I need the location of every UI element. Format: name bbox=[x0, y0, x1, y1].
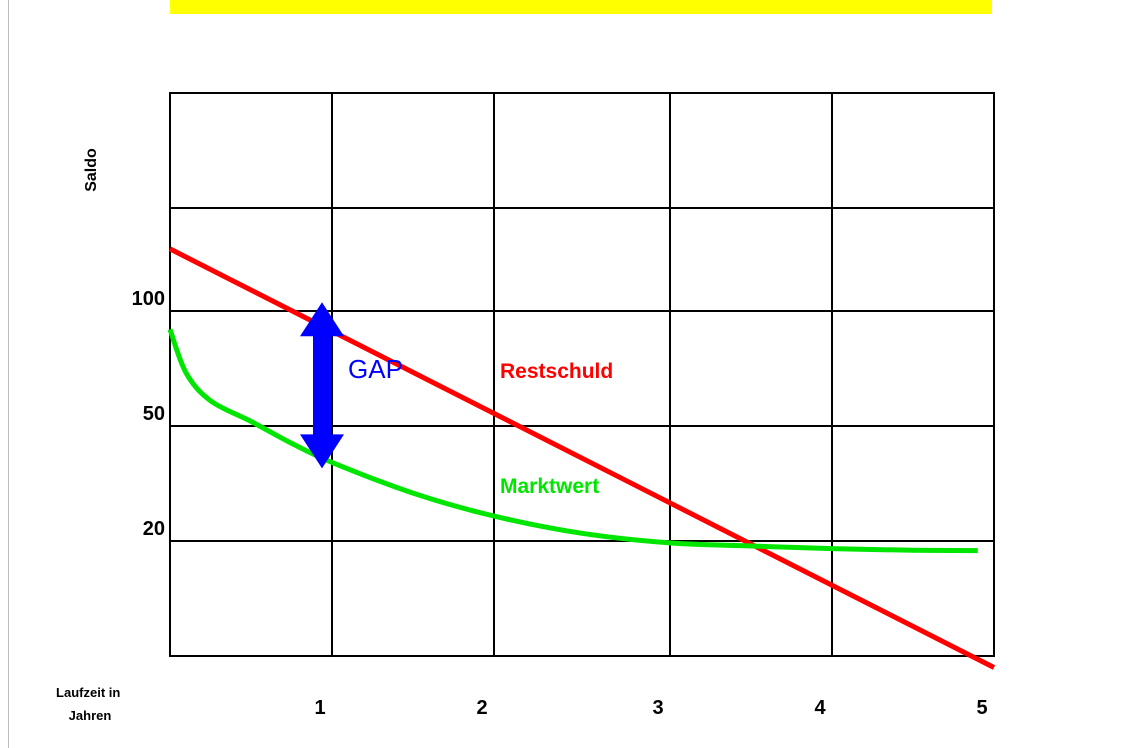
y-axis-label: Saldo bbox=[83, 148, 100, 192]
gap-label: GAP bbox=[348, 354, 403, 384]
y-tick-label-20: 20 bbox=[143, 518, 165, 540]
x-tick-label-4: 4 bbox=[814, 697, 826, 719]
x-axis-label: Laufzeit in Jahren bbox=[56, 685, 124, 723]
x-tick-label-2: 2 bbox=[476, 697, 487, 719]
tick-layer: 1 2 3 4 5 20 50 100 bbox=[132, 288, 988, 719]
series-label-restschuld: Restschuld bbox=[500, 360, 613, 383]
annotation-layer bbox=[300, 302, 344, 468]
x-tick-label-5: 5 bbox=[976, 697, 987, 719]
y-tick-label-100: 100 bbox=[132, 288, 165, 310]
y-tick-label-50: 50 bbox=[143, 403, 165, 425]
x-tick-label-1: 1 bbox=[314, 697, 325, 719]
series-label-marktwert: Marktwert bbox=[500, 475, 599, 498]
gap-double-arrow bbox=[300, 302, 344, 468]
x-tick-label-3: 3 bbox=[652, 697, 663, 719]
